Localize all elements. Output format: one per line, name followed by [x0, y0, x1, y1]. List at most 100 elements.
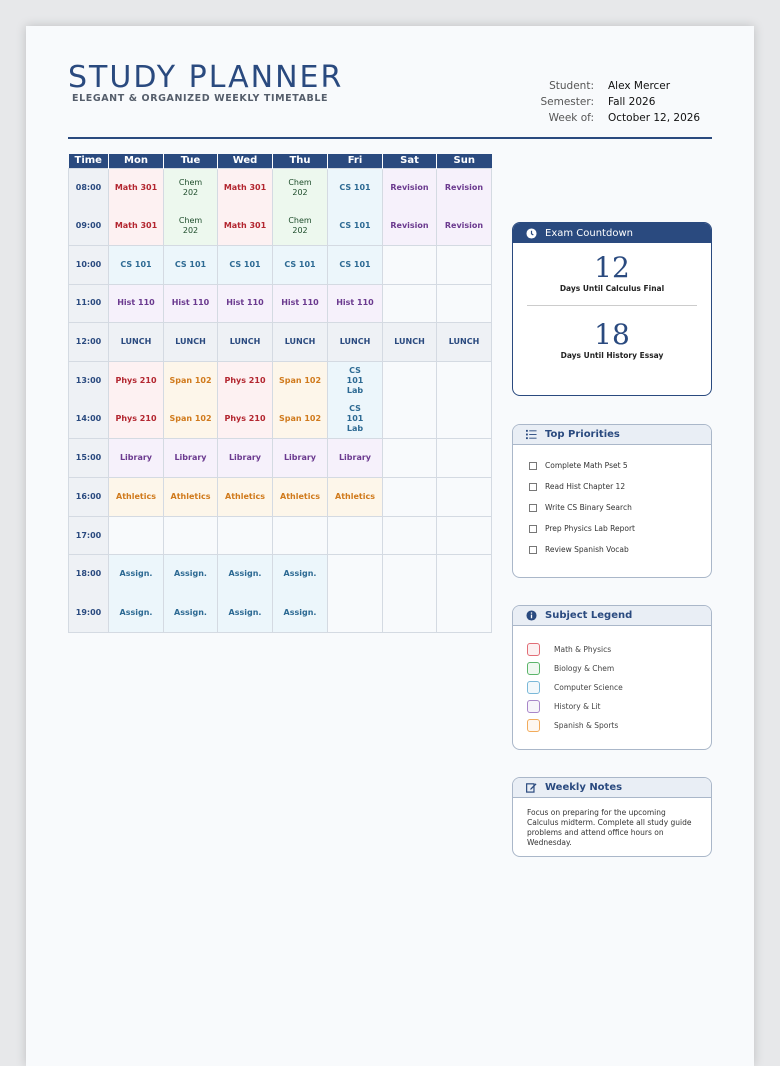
- class-cell[interactable]: Phys 210: [108, 400, 164, 440]
- empty-cell[interactable]: [382, 360, 437, 401]
- class-cell[interactable]: Athletics: [327, 477, 383, 517]
- class-cell[interactable]: Assign.: [163, 593, 218, 633]
- empty-cell[interactable]: [436, 283, 492, 324]
- class-cell[interactable]: Math 301: [217, 167, 273, 207]
- class-cell[interactable]: Chem 202: [163, 206, 218, 246]
- empty-cell[interactable]: [382, 244, 437, 285]
- empty-cell[interactable]: [382, 515, 437, 556]
- class-cell[interactable]: CS 101: [272, 244, 328, 285]
- empty-cell[interactable]: [217, 515, 273, 556]
- class-cell[interactable]: Assign.: [272, 593, 328, 633]
- empty-cell[interactable]: [436, 515, 492, 556]
- empty-cell[interactable]: [436, 593, 492, 633]
- class-cell[interactable]: CS 101 Lab: [327, 400, 383, 440]
- class-cell[interactable]: Chem 202: [163, 167, 218, 207]
- header-divider: [68, 137, 712, 139]
- class-cell[interactable]: Chem 202: [272, 167, 328, 207]
- empty-cell[interactable]: [163, 515, 218, 556]
- empty-cell[interactable]: [382, 438, 437, 478]
- checkbox[interactable]: [529, 482, 537, 491]
- class-cell[interactable]: Math 301: [108, 206, 164, 246]
- empty-cell[interactable]: [436, 360, 492, 401]
- class-cell[interactable]: CS 101: [163, 244, 218, 285]
- class-cell[interactable]: Library: [108, 438, 164, 478]
- class-cell[interactable]: CS 101: [327, 167, 383, 207]
- empty-cell[interactable]: [382, 593, 437, 633]
- class-cell[interactable]: Assign.: [108, 593, 164, 633]
- empty-cell[interactable]: [382, 400, 437, 440]
- class-cell[interactable]: Phys 210: [217, 400, 273, 440]
- priority-item[interactable]: Write CS Binary Search: [529, 497, 711, 518]
- legend-swatch: [527, 681, 540, 694]
- class-cell[interactable]: Phys 210: [108, 360, 164, 401]
- class-cell[interactable]: Revision: [382, 206, 437, 246]
- empty-cell[interactable]: [436, 477, 492, 517]
- class-cell[interactable]: Assign.: [108, 554, 164, 594]
- class-cell[interactable]: Athletics: [217, 477, 273, 517]
- class-cell[interactable]: LUNCH: [436, 322, 492, 362]
- empty-cell[interactable]: [327, 593, 383, 633]
- class-cell[interactable]: Library: [272, 438, 328, 478]
- class-cell[interactable]: Revision: [382, 167, 437, 207]
- class-cell[interactable]: Math 301: [108, 167, 164, 207]
- class-cell[interactable]: Library: [217, 438, 273, 478]
- class-cell[interactable]: LUNCH: [272, 322, 328, 362]
- priority-label: Write CS Binary Search: [545, 503, 632, 512]
- class-cell[interactable]: Math 301: [217, 206, 273, 246]
- priority-item[interactable]: Complete Math Pset 5: [529, 455, 711, 476]
- class-cell[interactable]: LUNCH: [108, 322, 164, 362]
- empty-cell[interactable]: [436, 438, 492, 478]
- checkbox[interactable]: [529, 503, 537, 512]
- planner-page: STUDY PLANNER ELEGANT & ORGANIZED WEEKLY…: [26, 26, 754, 1066]
- class-cell[interactable]: Hist 110: [272, 283, 328, 324]
- class-cell[interactable]: LUNCH: [217, 322, 273, 362]
- class-cell[interactable]: Hist 110: [327, 283, 383, 324]
- class-cell[interactable]: LUNCH: [163, 322, 218, 362]
- class-cell[interactable]: LUNCH: [382, 322, 437, 362]
- priority-item[interactable]: Prep Physics Lab Report: [529, 518, 711, 539]
- class-cell[interactable]: Library: [163, 438, 218, 478]
- class-cell[interactable]: Athletics: [163, 477, 218, 517]
- empty-cell[interactable]: [327, 515, 383, 556]
- class-cell[interactable]: CS 101 Lab: [327, 360, 383, 401]
- class-cell[interactable]: Chem 202: [272, 206, 328, 246]
- empty-cell[interactable]: [382, 283, 437, 324]
- class-cell[interactable]: Assign.: [217, 554, 273, 594]
- empty-cell[interactable]: [436, 244, 492, 285]
- class-cell[interactable]: CS 101: [217, 244, 273, 285]
- empty-cell[interactable]: [327, 554, 383, 594]
- class-cell[interactable]: Hist 110: [217, 283, 273, 324]
- empty-cell[interactable]: [272, 515, 328, 556]
- priority-item[interactable]: Read Hist Chapter 12: [529, 476, 711, 497]
- class-cell[interactable]: CS 101: [327, 244, 383, 285]
- class-cell[interactable]: Athletics: [108, 477, 164, 517]
- class-cell[interactable]: Revision: [436, 167, 492, 207]
- empty-cell[interactable]: [108, 515, 164, 556]
- class-cell[interactable]: Span 102: [163, 400, 218, 440]
- class-cell[interactable]: Revision: [436, 206, 492, 246]
- class-cell[interactable]: Hist 110: [108, 283, 164, 324]
- class-cell[interactable]: Athletics: [272, 477, 328, 517]
- empty-cell[interactable]: [382, 554, 437, 594]
- checkbox[interactable]: [529, 524, 537, 533]
- class-cell[interactable]: CS 101: [327, 206, 383, 246]
- priority-item[interactable]: Review Spanish Vocab: [529, 539, 711, 560]
- empty-cell[interactable]: [436, 400, 492, 440]
- class-cell[interactable]: Hist 110: [163, 283, 218, 324]
- empty-cell[interactable]: [436, 554, 492, 594]
- weekly-notes-title: Weekly Notes: [545, 782, 623, 793]
- exam-countdown-header: Exam Countdown: [513, 223, 711, 243]
- class-cell[interactable]: Span 102: [272, 400, 328, 440]
- class-cell[interactable]: Phys 210: [217, 360, 273, 401]
- empty-cell[interactable]: [382, 477, 437, 517]
- class-cell[interactable]: LUNCH: [327, 322, 383, 362]
- class-cell[interactable]: Span 102: [163, 360, 218, 401]
- class-cell[interactable]: Assign.: [163, 554, 218, 594]
- checkbox[interactable]: [529, 461, 537, 470]
- class-cell[interactable]: Assign.: [272, 554, 328, 594]
- class-cell[interactable]: Span 102: [272, 360, 328, 401]
- checkbox[interactable]: [529, 545, 537, 554]
- class-cell[interactable]: CS 101: [108, 244, 164, 285]
- class-cell[interactable]: Assign.: [217, 593, 273, 633]
- class-cell[interactable]: Library: [327, 438, 383, 478]
